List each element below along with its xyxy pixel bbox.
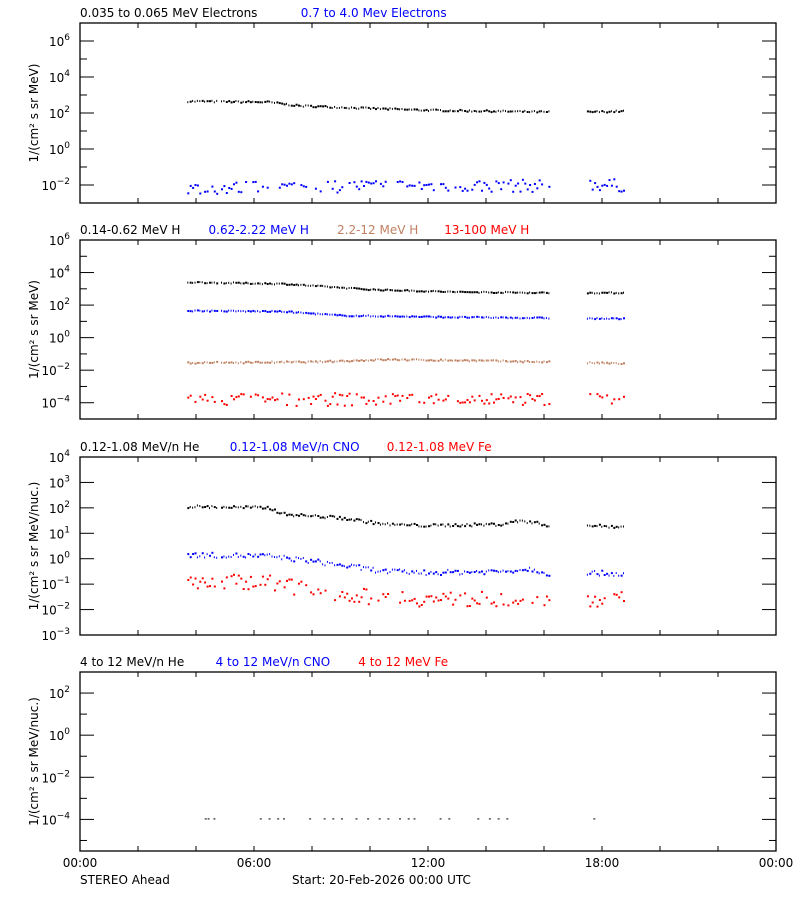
legend-entry: 13-100 MeV H bbox=[444, 223, 529, 237]
panel-2: 10−4 10−2 100 102 104 106 1/(cm² s sr MeV) 0.14… bbox=[27, 223, 777, 420]
y-tick-label: 106 bbox=[49, 33, 70, 49]
y-tick-label: 10−3 bbox=[41, 627, 70, 643]
series-13-100-mev-h bbox=[187, 392, 625, 407]
y-axis-label: 1/(cm² s sr MeV) bbox=[27, 280, 41, 379]
y-tick-label: 103 bbox=[49, 474, 70, 490]
y-tick-label: 10−2 bbox=[41, 177, 70, 193]
series-2-2-12-mev-h bbox=[187, 358, 625, 366]
y-tick-label: 10−2 bbox=[41, 769, 70, 785]
panel-1: 10−2 100 102 104 106 1/(cm² s sr MeV) 0.035 to… bbox=[27, 6, 777, 204]
series-0-62-2-22-mev-h bbox=[187, 309, 625, 321]
y-tick-label: 102 bbox=[49, 685, 70, 701]
legend-entry: 0.62-2.22 MeV H bbox=[209, 223, 309, 237]
panel-3: 10−3 10−2 10−1 100 101 102 103 104 1/(cm² s sr M… bbox=[27, 440, 777, 643]
y-tick-label: 100 bbox=[49, 551, 70, 567]
y-tick-label: 104 bbox=[49, 449, 70, 465]
start-time-label: Start: 20-Feb-2026 00:00 UTC bbox=[292, 873, 471, 887]
y-tick-label: 10−4 bbox=[41, 395, 70, 411]
x-tick-label: 12:00 bbox=[411, 856, 446, 870]
y-tick-label: 104 bbox=[49, 69, 70, 85]
y-tick-label: 106 bbox=[49, 232, 70, 248]
y-tick-label: 100 bbox=[49, 727, 70, 743]
legend-entry: 0.12-1.08 MeV/n CNO bbox=[230, 440, 360, 454]
legend-entry: 0.12-1.08 MeV Fe bbox=[387, 440, 492, 454]
y-tick-label: 10−2 bbox=[41, 602, 70, 618]
legend-entry: 2.2-12 MeV H bbox=[337, 223, 418, 237]
x-tick-label: 18:00 bbox=[585, 856, 620, 870]
y-tick-label: 10−1 bbox=[41, 576, 70, 592]
y-tick-label: 102 bbox=[49, 297, 70, 313]
panel-4: 10−4 10−2 100 102 1/(cm² s sr MeV/nuc.) 4 to … bbox=[27, 655, 777, 852]
x-tick-label: 06:00 bbox=[237, 856, 272, 870]
y-tick-label: 102 bbox=[49, 105, 70, 121]
y-tick-label: 104 bbox=[49, 265, 70, 281]
y-tick-label: 10−2 bbox=[41, 362, 70, 378]
series-4-to-12-mev-n-he bbox=[204, 818, 596, 820]
y-tick-label: 102 bbox=[49, 500, 70, 516]
legend-entry: 0.7 to 4.0 Mev Electrons bbox=[301, 6, 447, 20]
y-axis-label: 1/(cm² s sr MeV) bbox=[27, 64, 41, 163]
series-0-035-to-0-065-mev-electrons bbox=[187, 99, 624, 114]
x-tick-label: 00:00 bbox=[759, 856, 794, 870]
x-tick-label: 00:00 bbox=[63, 856, 98, 870]
y-axis-label: 1/(cm² s sr MeV/nuc.) bbox=[27, 697, 41, 826]
legend-entry: 4 to 12 MeV Fe bbox=[358, 655, 448, 669]
y-tick-label: 101 bbox=[49, 525, 70, 541]
y-axis-label: 1/(cm² s sr MeV/nuc.) bbox=[27, 482, 41, 611]
series-0-14-0-62-mev-h bbox=[187, 281, 624, 295]
y-tick-label: 10−4 bbox=[41, 811, 70, 827]
y-tick-label: 100 bbox=[49, 141, 70, 157]
legend-entry: 0.14-0.62 MeV H bbox=[80, 223, 180, 237]
series-0-12-1-08-mev-n-cno bbox=[187, 551, 624, 577]
y-tick-label: 100 bbox=[49, 330, 70, 346]
series-0-12-1-08-mev-n-he bbox=[187, 504, 624, 529]
series-0-7-to-4-0-mev-electrons bbox=[187, 178, 625, 195]
series-0-12-1-08-mev-fe bbox=[187, 573, 625, 608]
legend-entry: 0.12-1.08 MeV/n He bbox=[80, 440, 199, 454]
legend-entry: 4 to 12 MeV/n CNO bbox=[216, 655, 331, 669]
legend-entry: 4 to 12 MeV/n He bbox=[80, 655, 184, 669]
legend-entry: 0.035 to 0.065 MeV Electrons bbox=[80, 6, 257, 20]
spacecraft-label: STEREO Ahead bbox=[80, 873, 170, 887]
